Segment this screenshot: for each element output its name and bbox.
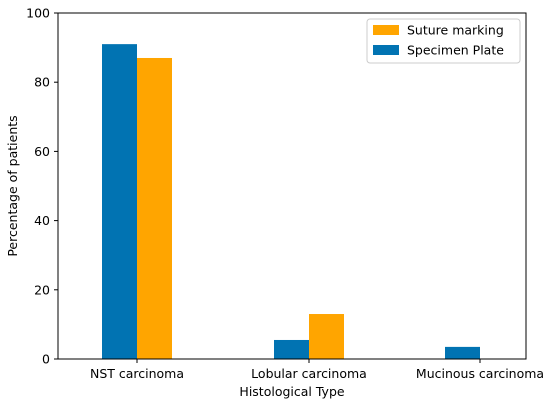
y-tick-label: 20: [34, 282, 50, 297]
y-tick-label: 0: [42, 352, 50, 367]
legend-label-specimen-plate: Specimen Plate: [407, 43, 504, 58]
x-tick-label-mucinous-carcinoma: Mucinous carcinoma: [416, 366, 544, 381]
x-tick-label-nst-carcinoma: NST carcinoma: [90, 366, 184, 381]
bar-specimen-plate-lobular-carcinoma: [274, 339, 309, 359]
plot-area-frame: [57, 12, 527, 360]
y-tick-label: 60: [34, 144, 50, 159]
y-axis: 0 20 40 60 80 100: [26, 6, 58, 367]
x-axis-title: Histological Type: [239, 384, 344, 399]
y-tick-label: 100: [26, 6, 50, 21]
legend-box: [366, 18, 521, 64]
legend-swatch-suture-marking: [373, 25, 399, 35]
bars-layer: [102, 44, 480, 359]
bar-suture-marking-nst-carcinoma: [137, 57, 172, 359]
legend-label-suture-marking: Suture marking: [407, 23, 504, 38]
y-tick-label: 80: [34, 75, 50, 90]
legend: Suture marking Specimen Plate: [366, 18, 521, 64]
bar-suture-marking-lobular-carcinoma: [309, 314, 344, 359]
bar-specimen-plate-nst-carcinoma: [102, 44, 137, 359]
bar-specimen-plate-mucinous-carcinoma: [445, 346, 480, 359]
legend-swatch-specimen-plate: [373, 45, 399, 55]
x-axis: NST carcinoma Lobular carcinoma Mucinous c…: [90, 359, 544, 381]
x-tick-label-lobular-carcinoma: Lobular carcinoma: [251, 366, 367, 381]
y-axis-title: Percentage of patients: [5, 115, 20, 256]
y-tick-label: 40: [34, 213, 50, 228]
